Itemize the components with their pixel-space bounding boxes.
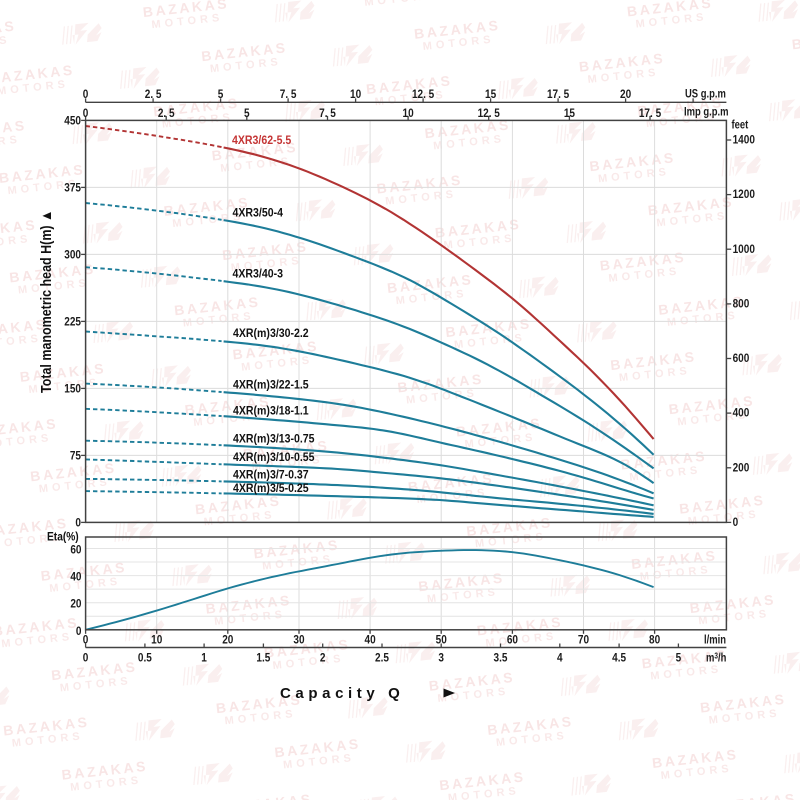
svg-text:450: 450: [64, 115, 81, 128]
svg-text:feet: feet: [732, 119, 749, 132]
svg-text:50: 50: [436, 634, 447, 647]
svg-text:5: 5: [676, 652, 682, 665]
svg-text:2: 2: [320, 652, 326, 665]
svg-text:l/min: l/min: [704, 633, 726, 646]
svg-text:1200: 1200: [733, 189, 755, 202]
svg-text:1000: 1000: [733, 243, 755, 256]
svg-text:400: 400: [733, 407, 750, 420]
svg-text:30: 30: [293, 634, 304, 647]
svg-text:1.5: 1.5: [256, 652, 270, 665]
svg-text:300: 300: [64, 249, 81, 262]
svg-text:0: 0: [76, 625, 82, 638]
svg-text:15: 15: [564, 107, 575, 120]
svg-text:80: 80: [649, 634, 660, 647]
svg-text:m3/h: m3/h: [706, 651, 726, 665]
svg-text:4XR3/62-5.5: 4XR3/62-5.5: [232, 134, 291, 147]
svg-text:12. 5: 12. 5: [412, 88, 434, 101]
svg-text:US g.p.m: US g.p.m: [685, 88, 726, 101]
svg-text:40: 40: [70, 571, 81, 584]
svg-text:60: 60: [70, 544, 81, 557]
svg-text:Eta(%): Eta(%): [47, 531, 79, 544]
svg-text:20: 20: [222, 634, 233, 647]
svg-text:12. 5: 12. 5: [478, 107, 500, 120]
svg-text:225: 225: [64, 316, 81, 329]
svg-text:0: 0: [83, 107, 89, 120]
svg-text:Total manometric head H(m) ▲: Total manometric head H(m) ▲: [38, 210, 54, 393]
svg-text:20: 20: [70, 598, 81, 611]
svg-text:0.5: 0.5: [138, 652, 152, 665]
svg-text:20: 20: [620, 88, 631, 101]
svg-text:5: 5: [244, 107, 250, 120]
svg-text:200: 200: [733, 462, 750, 475]
svg-text:600: 600: [733, 352, 750, 365]
svg-text:0: 0: [83, 634, 89, 647]
svg-text:4XR3/50-4: 4XR3/50-4: [233, 207, 284, 220]
svg-text:70: 70: [578, 634, 589, 647]
svg-text:4XR(m)3/10-0.55: 4XR(m)3/10-0.55: [233, 451, 315, 464]
svg-text:17. 5: 17. 5: [547, 88, 569, 101]
svg-text:Capacity Q: Capacity Q: [280, 685, 404, 702]
svg-text:0: 0: [83, 652, 89, 665]
svg-text:4XR(m)3/22-1.5: 4XR(m)3/22-1.5: [233, 379, 309, 392]
svg-text:0: 0: [733, 516, 739, 529]
svg-text:4XR(m)3/30-2.2: 4XR(m)3/30-2.2: [233, 327, 309, 340]
svg-text:2.5: 2.5: [375, 652, 389, 665]
svg-text:7. 5: 7. 5: [280, 88, 297, 101]
svg-text:4XR(m)3/7-0.37: 4XR(m)3/7-0.37: [233, 469, 309, 482]
svg-text:0: 0: [83, 88, 89, 101]
svg-text:4XR(m)3/18-1.1: 4XR(m)3/18-1.1: [233, 405, 309, 418]
svg-text:17. 5: 17. 5: [639, 107, 661, 120]
svg-text:5: 5: [218, 88, 224, 101]
svg-text:10: 10: [350, 88, 361, 101]
svg-text:800: 800: [733, 298, 750, 311]
svg-text:7. 5: 7. 5: [319, 107, 336, 120]
svg-text:75: 75: [70, 450, 81, 463]
svg-text:4XR3/40-3: 4XR3/40-3: [233, 268, 283, 281]
svg-text:1: 1: [201, 652, 207, 665]
svg-text:4.5: 4.5: [612, 652, 626, 665]
svg-text:375: 375: [64, 182, 81, 195]
svg-text:15: 15: [485, 88, 496, 101]
svg-text:2. 5: 2. 5: [145, 88, 162, 101]
svg-text:10: 10: [151, 634, 162, 647]
svg-text:2. 5: 2. 5: [158, 107, 175, 120]
svg-text:150: 150: [64, 383, 81, 396]
svg-text:40: 40: [365, 634, 376, 647]
svg-text:4: 4: [557, 652, 563, 665]
svg-text:0: 0: [75, 517, 81, 530]
svg-text:3.5: 3.5: [494, 652, 508, 665]
svg-text:4XR(m)3/5-0.25: 4XR(m)3/5-0.25: [233, 482, 309, 495]
svg-text:60: 60: [507, 634, 518, 647]
svg-text:10: 10: [403, 107, 414, 120]
svg-text:4XR(m)3/13-0.75: 4XR(m)3/13-0.75: [233, 433, 315, 446]
svg-text:3: 3: [438, 652, 444, 665]
svg-text:Imp g.p.m: Imp g.p.m: [684, 106, 729, 119]
svg-text:1400: 1400: [733, 134, 755, 147]
